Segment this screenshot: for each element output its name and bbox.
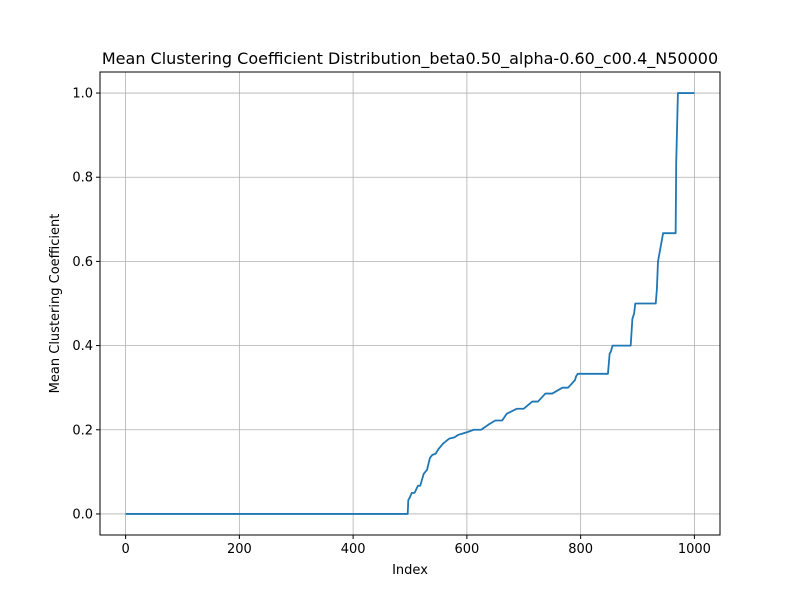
y-axis-label: Mean Clustering Coefficient (48, 214, 63, 394)
y-tick-label: 0.2 (72, 423, 93, 438)
chart-title: Mean Clustering Coefficient Distribution… (102, 49, 718, 69)
y-tick-label: 0.4 (72, 339, 93, 354)
series-layer (125, 92, 695, 515)
plot-area-frame (99, 71, 721, 536)
y-tick-label: 1.0 (72, 87, 93, 102)
x-tick-label: 800 (568, 542, 593, 557)
y-tick-label: 0.6 (72, 255, 93, 270)
x-tick-label: 1000 (678, 542, 711, 557)
y-tick-label: 0.0 (72, 507, 93, 522)
x-axis-label: Index (392, 563, 428, 578)
x-tick-label: 400 (341, 542, 366, 557)
x-tick-label: 600 (454, 542, 479, 557)
x-tick-label: 0 (121, 542, 129, 557)
x-tick-label: 200 (227, 542, 252, 557)
y-tick-label: 0.8 (72, 171, 93, 186)
series-line-0 (125, 92, 695, 515)
axis-ticks: 0 200 400 600 800 1000 0.0 0.2 0.4 0.6 0.8 1.0 (72, 87, 711, 557)
